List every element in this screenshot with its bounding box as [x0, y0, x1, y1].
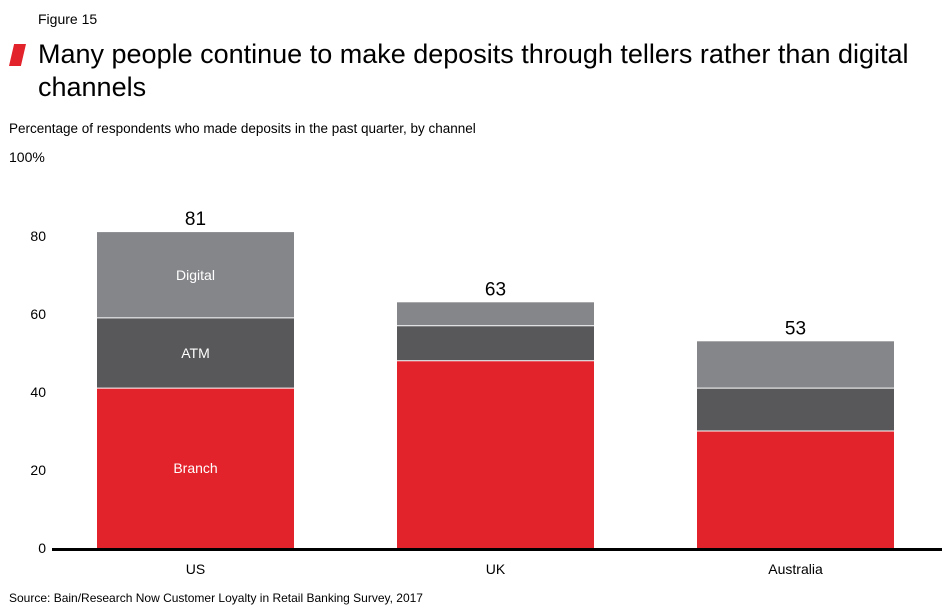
source-note: Source: Bain/Research Now Customer Loyal… — [9, 591, 423, 605]
figure-label: Figure 15 — [38, 11, 98, 27]
total-label-us: 81 — [185, 209, 206, 230]
total-label-australia: 53 — [785, 318, 806, 339]
category-label-australia: Australia — [768, 561, 823, 577]
y-tick-label: 40 — [30, 384, 46, 400]
chart-subtitle: Percentage of respondents who made depos… — [9, 121, 476, 136]
labels-layer: Branch ATM Digital 81 US 63 UK 53 Australia — [173, 209, 823, 577]
bar-segment-atm-uk — [397, 325, 594, 361]
y-tick-label: 0 — [38, 540, 46, 556]
bar-segment-digital-us — [97, 232, 294, 318]
bar-segment-atm-us — [97, 317, 294, 389]
bar-segment-branch-uk — [397, 360, 594, 548]
bar-segment-digital-australia — [697, 341, 894, 389]
bar-segment-digital-uk — [397, 302, 594, 326]
title-accent-mark — [9, 44, 26, 66]
y-tick-label-top: 100% — [9, 149, 45, 165]
bar-segment-atm-australia — [697, 388, 894, 431]
category-label-uk: UK — [486, 561, 506, 577]
series-label-branch: Branch — [173, 460, 217, 476]
series-label-atm: ATM — [181, 345, 210, 361]
chart-title: Many people continue to make deposits th… — [38, 39, 909, 102]
bars-layer — [97, 232, 894, 548]
series-label-digital: Digital — [176, 267, 215, 283]
bar-segment-branch-australia — [697, 431, 894, 548]
category-label-us: US — [186, 561, 205, 577]
y-axis-ticks: 0 20 40 60 80 100% — [9, 149, 46, 556]
bar-segment-branch-us — [97, 388, 294, 548]
y-tick-label: 60 — [30, 306, 46, 322]
total-label-uk: 63 — [485, 279, 506, 300]
y-tick-label: 20 — [30, 462, 46, 478]
y-tick-label: 80 — [30, 228, 46, 244]
